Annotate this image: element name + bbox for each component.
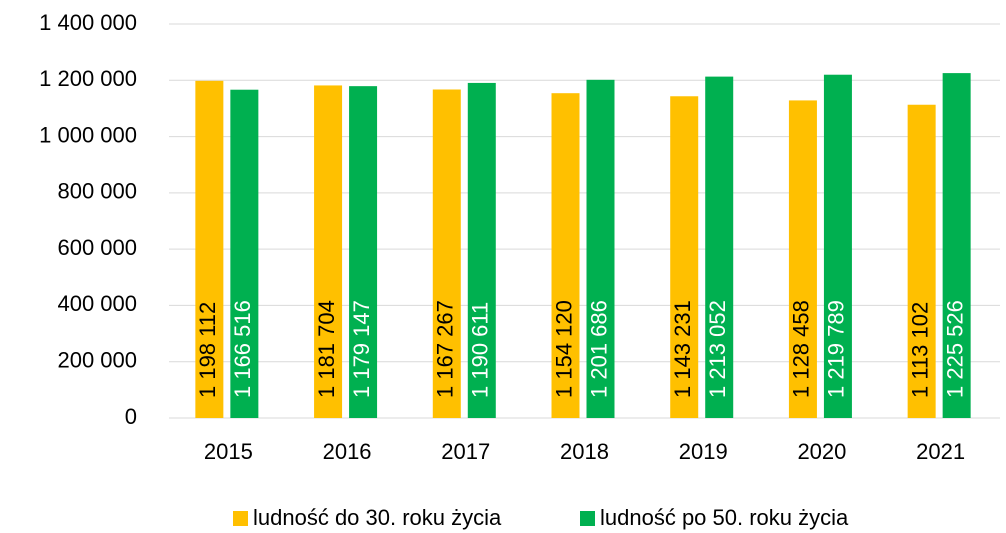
data-label: 1 179 147 — [349, 300, 374, 398]
data-label: 1 213 052 — [705, 300, 730, 398]
bar — [432, 89, 461, 419]
bar — [195, 80, 224, 419]
y-tick-label: 0 — [125, 404, 137, 429]
bar — [551, 93, 580, 418]
data-label: 1 225 526 — [942, 300, 967, 398]
data-label: 1 143 231 — [670, 300, 695, 398]
data-label: 1 167 267 — [433, 300, 458, 398]
bar — [907, 104, 936, 418]
bar — [823, 74, 852, 418]
legend-swatch — [580, 511, 595, 526]
data-label: 1 181 704 — [314, 300, 339, 398]
x-tick-label: 2015 — [204, 439, 253, 464]
y-tick-label: 1 000 000 — [39, 122, 137, 147]
x-tick-label: 2018 — [560, 439, 609, 464]
legend-label: ludność do 30. roku życia — [253, 505, 502, 530]
data-label: 1 113 102 — [907, 302, 932, 398]
bar — [349, 86, 378, 418]
x-tick-label: 2017 — [441, 439, 490, 464]
bar — [788, 100, 817, 418]
y-tick-label: 400 000 — [57, 291, 137, 316]
data-label: 1 166 516 — [230, 300, 255, 398]
x-tick-label: 2021 — [916, 439, 965, 464]
data-label: 1 128 458 — [789, 300, 814, 398]
data-label: 1 201 686 — [586, 300, 611, 398]
x-tick-label: 2019 — [679, 439, 728, 464]
x-tick-label: 2020 — [797, 439, 846, 464]
y-tick-label: 200 000 — [57, 348, 137, 373]
data-label: 1 154 120 — [551, 300, 576, 398]
bar — [586, 79, 615, 419]
y-tick-label: 1 400 000 — [39, 10, 137, 35]
bar — [670, 96, 699, 418]
y-tick-label: 800 000 — [57, 179, 137, 204]
data-label: 1 198 112 — [195, 302, 220, 398]
bar — [705, 76, 734, 418]
data-label: 1 190 611 — [468, 302, 493, 398]
y-tick-label: 1 200 000 — [39, 66, 137, 91]
bar — [230, 89, 259, 418]
bar — [942, 73, 971, 419]
y-tick-label: 600 000 — [57, 235, 137, 260]
data-label: 1 219 789 — [824, 300, 849, 398]
bar — [314, 85, 343, 419]
x-tick-label: 2016 — [323, 439, 372, 464]
bar — [467, 82, 496, 419]
legend-swatch — [233, 511, 248, 526]
legend-label: ludność po 50. roku życia — [600, 505, 849, 530]
